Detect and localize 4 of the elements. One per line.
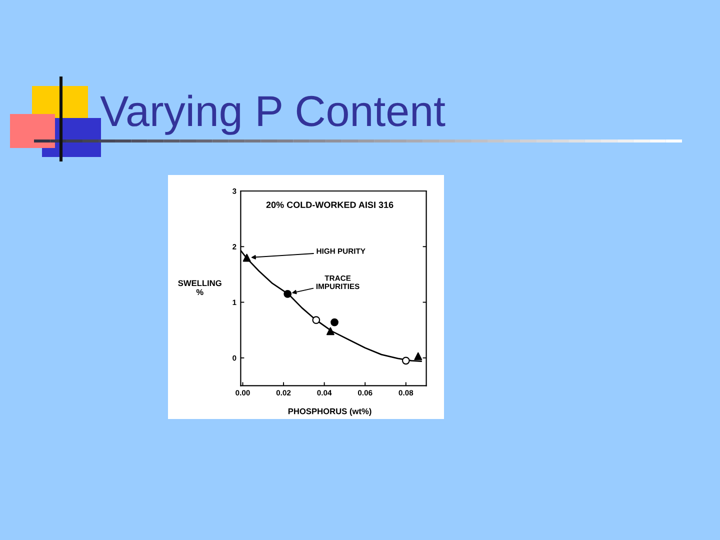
chart-title: Varying P Content	[100, 94, 446, 135]
y-axis-title: SWELLING %	[178, 280, 222, 296]
text: 20% COLD-WORKED AISI 316	[266, 202, 394, 208]
x-axis-title: PHOSPHORUS (wt%)	[288, 408, 372, 416]
